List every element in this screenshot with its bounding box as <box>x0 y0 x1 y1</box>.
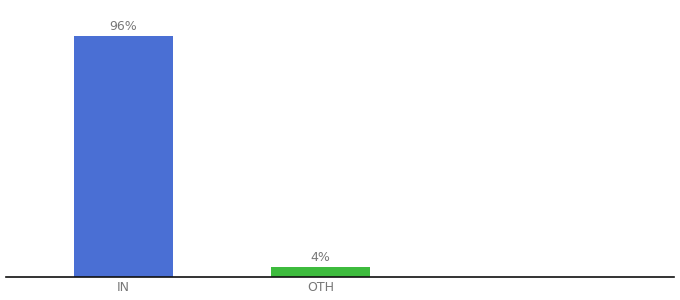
Text: 96%: 96% <box>109 20 137 33</box>
Bar <box>271 266 369 277</box>
Text: 4%: 4% <box>310 250 330 263</box>
Bar <box>74 36 173 277</box>
